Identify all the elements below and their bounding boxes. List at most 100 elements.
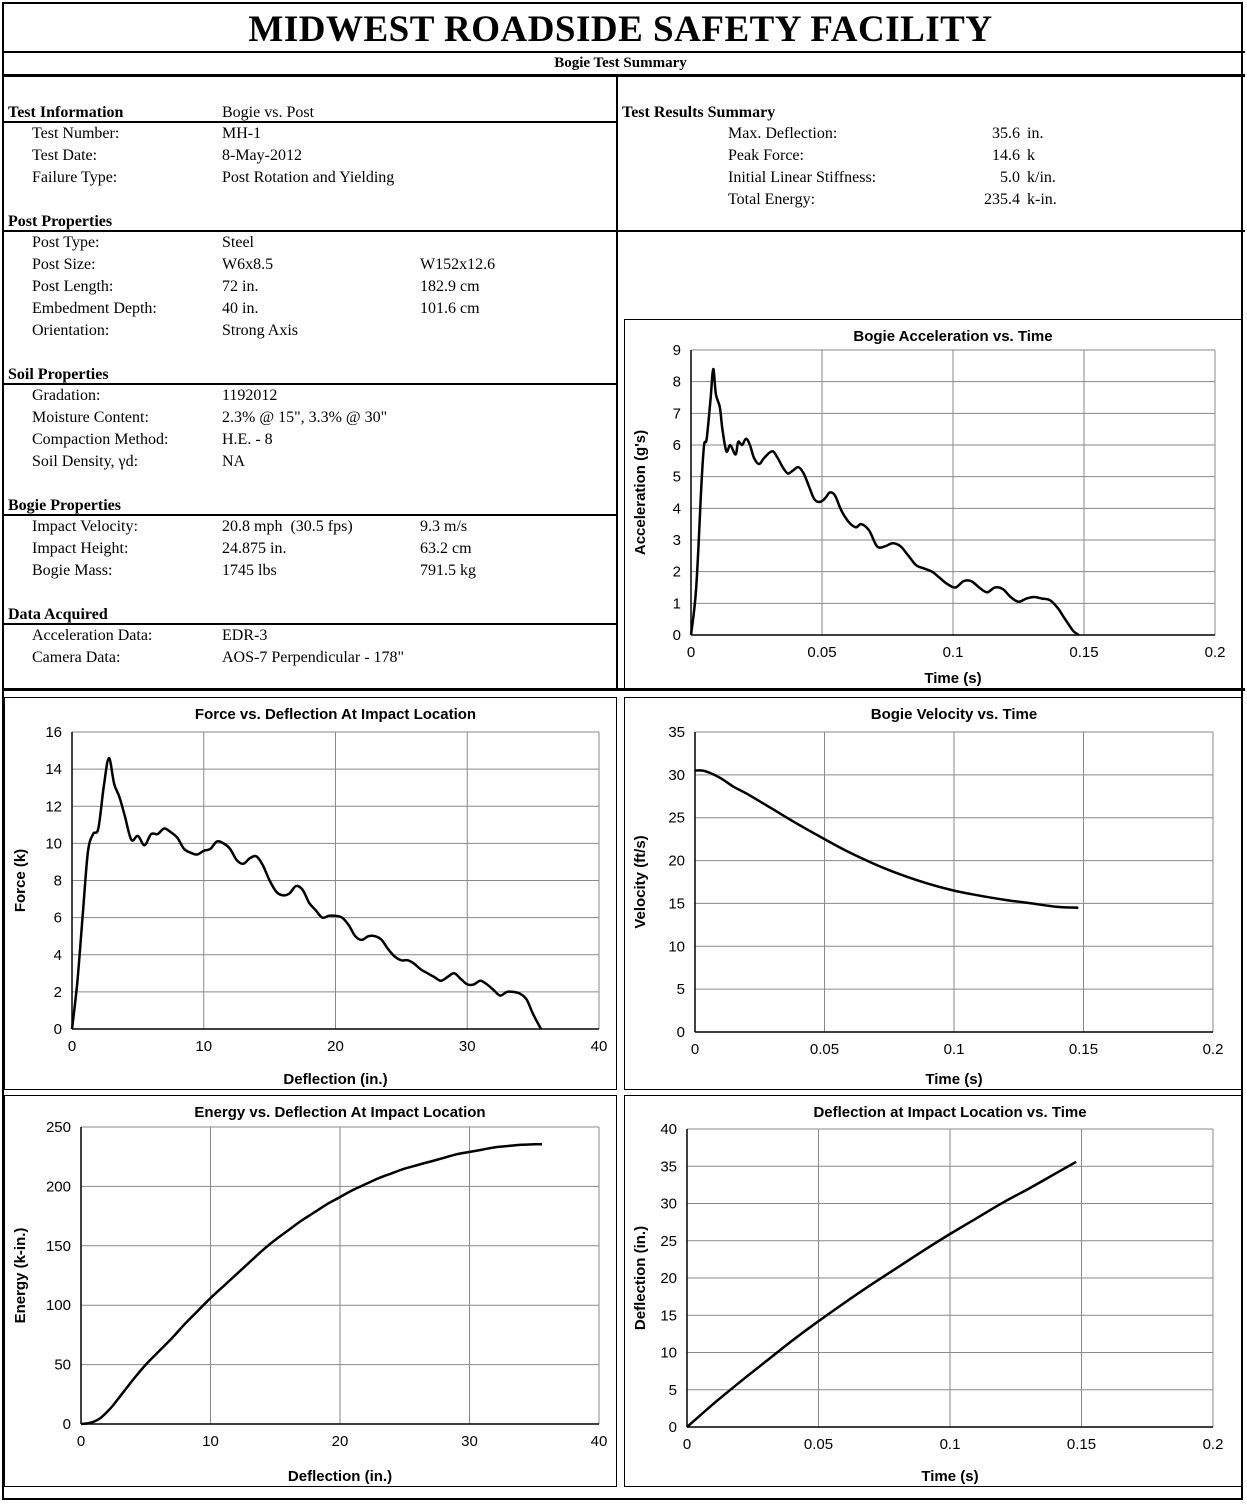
y-tick-label: 6 [673, 437, 681, 454]
impact-velocity-value: 20.8 mph (30.5 fps) [222, 518, 353, 535]
y-tick-label: 1 [673, 595, 681, 612]
y-axis-label: Energy (k-in.) [12, 1228, 29, 1324]
max-deflection-value: 35.6 [992, 125, 1020, 142]
chart-title: Force vs. Deflection At Impact Location [195, 706, 476, 723]
y-tick-label: 0 [677, 1024, 685, 1041]
peak-force-value: 14.6 [992, 147, 1020, 164]
y-tick-label: 2 [673, 564, 681, 581]
y-tick-label: 10 [668, 938, 685, 955]
post-length-label: Post Length: [32, 278, 114, 295]
density-label: Soil Density, γd: [32, 453, 139, 470]
accel-data-value: EDR-3 [222, 627, 268, 644]
accel-series-line [689, 367, 1080, 637]
y-tick-label: 250 [46, 1119, 71, 1136]
post-size-label: Post Size: [32, 256, 96, 273]
x-tick-label: 0.15 [1069, 1041, 1098, 1058]
x-tick-label: 30 [459, 1038, 476, 1055]
data-acquired-heading: Data Acquired [8, 606, 108, 623]
velocity-chart: 0 0.05 0.1 0.15 0.2 0 5 10 15 20 25 30 35 Bogie Veloc… [624, 697, 1242, 1090]
y-tick-label: 6 [54, 910, 62, 927]
x-axis-label: Deflection (in.) [283, 1071, 387, 1088]
y-tick-label: 40 [660, 1121, 677, 1138]
post-type-value: Steel [222, 234, 254, 251]
y-axis-label: Force (k) [12, 849, 29, 912]
section-rule [4, 230, 1245, 232]
y-tick-label: 25 [668, 810, 685, 827]
x-tick-label: 30 [461, 1433, 478, 1450]
energy-deflection-chart: 0 10 20 30 40 0 50 100 150 200 250 Energy vs. Defle… [4, 1095, 617, 1487]
gradation-value: 1192012 [222, 387, 278, 404]
y-tick-label: 15 [660, 1307, 677, 1324]
max-deflection-unit: in. [1027, 125, 1044, 142]
post-length-metric: 182.9 cm [420, 278, 480, 295]
total-energy-value: 235.4 [984, 191, 1020, 208]
bogie-mass-value: 1745 lbs [222, 562, 277, 579]
x-tick-label: 10 [202, 1433, 219, 1450]
test-date-value: 8-May-2012 [222, 147, 302, 164]
x-tick-label: 0 [68, 1038, 76, 1055]
y-tick-label: 35 [660, 1158, 677, 1175]
embedment-metric: 101.6 cm [420, 300, 480, 317]
moisture-label: Moisture Content: [32, 409, 149, 426]
test-info-heading: Test Information [8, 104, 124, 121]
failure-type-value: Post Rotation and Yielding [222, 169, 395, 186]
y-tick-label: 16 [45, 724, 62, 741]
compaction-label: Compaction Method: [32, 431, 169, 448]
x-tick-label: 20 [332, 1433, 349, 1450]
accel-data-label: Acceleration Data: [32, 627, 153, 644]
total-energy-label: Total Energy: [728, 191, 816, 208]
defl-plot: 0 0.05 0.1 0.15 0.2 0 5 10 15 20 25 30 35 40 Deflectio… [632, 1104, 1223, 1485]
y-tick-label: 0 [669, 1419, 677, 1436]
section-rule [4, 383, 616, 385]
gradation-label: Gradation: [32, 387, 101, 404]
x-tick-label: 40 [591, 1038, 608, 1055]
x-tick-label: 0 [691, 1041, 699, 1058]
defl-series-line [686, 1160, 1077, 1428]
chart-title: Deflection at Impact Location vs. Time [813, 1104, 1086, 1121]
x-tick-label: 0.05 [810, 1041, 839, 1058]
embedment-label: Embedment Depth: [32, 300, 157, 317]
max-deflection-label: Max. Deflection: [728, 125, 838, 142]
chart-title: Bogie Acceleration vs. Time [853, 328, 1052, 345]
y-tick-label: 20 [668, 853, 685, 870]
impact-height-metric: 63.2 cm [420, 540, 472, 557]
force-series-line [70, 756, 543, 1030]
y-tick-label: 3 [673, 532, 681, 549]
y-tick-label: 5 [669, 1382, 677, 1399]
y-tick-label: 50 [54, 1357, 71, 1374]
y-tick-label: 0 [673, 627, 681, 644]
y-tick-label: 14 [45, 761, 62, 778]
impact-velocity-metric: 9.3 m/s [420, 518, 468, 535]
post-size-metric: W152x12.6 [420, 256, 496, 273]
post-type-label: Post Type: [32, 234, 100, 251]
force-deflection-chart: 0 10 20 30 40 0 2 4 6 8 10 12 14 16 Force vs. Deflecti… [4, 697, 617, 1090]
y-tick-label: 4 [54, 947, 62, 964]
orientation-label: Orientation: [32, 322, 110, 339]
test-number-value: MH-1 [222, 125, 262, 142]
y-tick-label: 0 [54, 1021, 62, 1038]
y-tick-label: 20 [660, 1270, 677, 1287]
compaction-value: H.E. - 8 [222, 431, 273, 448]
section-rule [4, 121, 616, 123]
x-axis-label: Deflection (in.) [288, 1468, 392, 1485]
y-tick-label: 0 [63, 1416, 71, 1433]
bogie-mass-label: Bogie Mass: [32, 562, 113, 579]
x-axis-label: Time (s) [925, 1071, 982, 1088]
x-tick-label: 20 [327, 1038, 344, 1055]
peak-force-unit: k [1027, 147, 1035, 164]
x-tick-label: 0.15 [1069, 644, 1098, 661]
x-tick-label: 0.15 [1067, 1436, 1096, 1453]
test-date-label: Test Date: [32, 147, 98, 164]
divider [2, 74, 1245, 77]
y-axis-label: Velocity (ft/s) [632, 835, 649, 928]
x-tick-label: 0.2 [1205, 644, 1226, 661]
x-axis-label: Time (s) [924, 670, 981, 687]
density-value: NA [222, 453, 246, 470]
x-tick-label: 0.1 [943, 644, 964, 661]
y-tick-label: 4 [673, 500, 681, 517]
y-tick-label: 7 [673, 405, 681, 422]
y-tick-label: 100 [46, 1297, 71, 1314]
post-size-value: W6x8.5 [222, 256, 274, 273]
y-tick-label: 30 [660, 1196, 677, 1213]
